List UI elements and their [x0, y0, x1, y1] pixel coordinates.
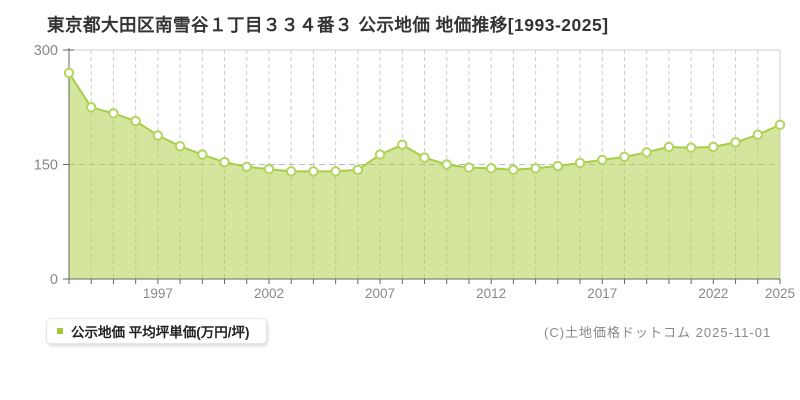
data-point: [485, 163, 497, 174]
area-fill: [69, 72, 780, 280]
data-point: [508, 164, 519, 176]
data-point: [86, 102, 97, 113]
data-point: [774, 119, 786, 131]
land-price-trend-chart: 0 150 300 1997 2002 2007 2012 2017 2022 2025: [34, 43, 795, 301]
data-point: [374, 149, 386, 160]
data-point: [641, 147, 652, 158]
data-point: [108, 108, 119, 119]
data-point: [530, 163, 541, 174]
data-point: [197, 149, 208, 160]
data-point: [752, 129, 763, 140]
x-axis-tick-label: 2012: [476, 286, 506, 301]
copyright-text: (C)土地価格ドットコム 2025-11-01: [544, 325, 772, 340]
data-point: [241, 161, 252, 172]
data-point: [397, 139, 408, 150]
legend-marker-icon: [57, 328, 63, 334]
data-point: [285, 166, 297, 177]
data-point: [441, 159, 452, 170]
data-point: [130, 115, 141, 127]
y-axis-tick-label: 150: [34, 158, 58, 174]
area-series: [68, 72, 781, 280]
data-point: [619, 151, 630, 163]
chart-title: 東京都大田区南雪谷１丁目３３４番３ 公示地価 地価推移[1993-2025]: [47, 15, 609, 35]
data-point: [597, 154, 608, 166]
data-point: [463, 162, 475, 173]
data-point: [263, 163, 275, 175]
data-point: [663, 141, 675, 153]
x-axis-tick-label: 2022: [698, 286, 728, 301]
x-axis-tick-label: 1997: [143, 286, 173, 301]
data-point: [308, 166, 319, 177]
x-axis-tick-label: 2017: [587, 286, 617, 301]
data-point: [174, 140, 186, 152]
data-point: [419, 152, 430, 163]
data-point: [730, 137, 741, 148]
data-point: [219, 157, 230, 168]
data-point: [552, 160, 564, 172]
axes: [63, 48, 781, 284]
data-point: [574, 157, 586, 169]
axis-labels: 0 150 300 1997 2002 2007 2012 2017 2022 2025: [34, 43, 795, 301]
y-axis-tick-label: 300: [34, 43, 58, 59]
x-axis-tick-label: 2007: [365, 286, 395, 301]
legend: 公示地価 平均坪単価(万円/坪): [46, 318, 267, 344]
data-points: [63, 67, 786, 177]
x-axis-tick-label: 2002: [254, 286, 284, 301]
data-point: [708, 141, 719, 153]
y-axis-tick-label: 0: [50, 272, 58, 288]
data-point: [63, 67, 75, 79]
x-axis-tick-label: 2025: [765, 286, 795, 301]
data-point: [352, 164, 364, 176]
data-point: [330, 166, 341, 177]
data-point: [152, 130, 164, 141]
legend-label: 公示地価 平均坪単価(万円/坪): [71, 325, 250, 340]
data-point: [685, 142, 697, 153]
